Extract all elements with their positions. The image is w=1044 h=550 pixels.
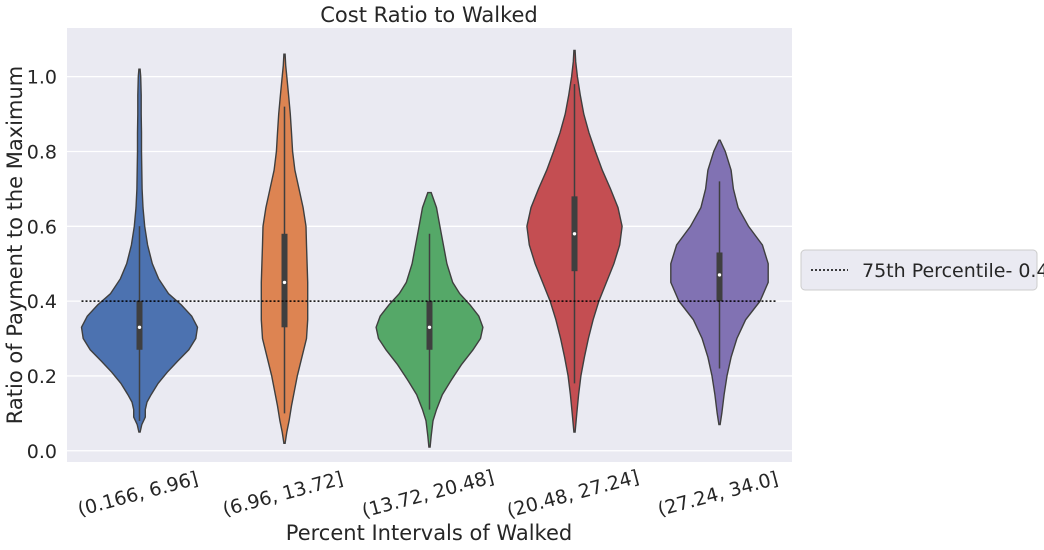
chart-title: Cost Ratio to Walked (320, 3, 538, 27)
violin-iqr-box (716, 252, 723, 302)
y-tick-label: 0.0 (27, 441, 57, 463)
y-tick-label: 0.8 (27, 141, 57, 163)
legend: 75th Percentile- 0.4 (800, 249, 1044, 291)
violin-iqr-box (136, 301, 143, 350)
x-tick-label: (0.166, 6.96] (75, 468, 200, 521)
violin-median-point (717, 273, 722, 277)
violins (80, 49, 769, 448)
y-tick-label: 0.6 (27, 216, 57, 238)
violin-median-point (572, 232, 577, 236)
violin-median-point (137, 325, 142, 330)
x-tick-label: (27.24, 34.0] (655, 468, 780, 521)
y-axis-label: Ratio of Payment to the Maximum (3, 66, 27, 425)
x-tick-labels: (0.166, 6.96] (6.96, 13.72] (13.72, 20.48]… (75, 466, 780, 522)
y-tick-label: 0.4 (27, 291, 57, 313)
x-tick-label: (20.48, 27.24] (505, 466, 642, 522)
violin-median-point (427, 325, 432, 330)
violin-median-point (282, 280, 287, 285)
y-tick-label: 1.0 (27, 67, 57, 89)
y-tick-labels: 0.0 0.2 0.4 0.6 0.8 1.0 (27, 67, 57, 463)
x-axis-label: Percent Intervals of Walked (286, 521, 572, 545)
violin-iqr-box (281, 233, 288, 328)
legend-box (800, 249, 1038, 291)
x-tick-label: (6.96, 13.72] (220, 468, 345, 521)
violin-iqr-box (426, 301, 433, 350)
x-tick-label: (13.72, 20.48] (360, 466, 497, 522)
legend-label: 75th Percentile- 0.4 (862, 260, 1044, 282)
y-tick-label: 0.2 (27, 366, 57, 388)
